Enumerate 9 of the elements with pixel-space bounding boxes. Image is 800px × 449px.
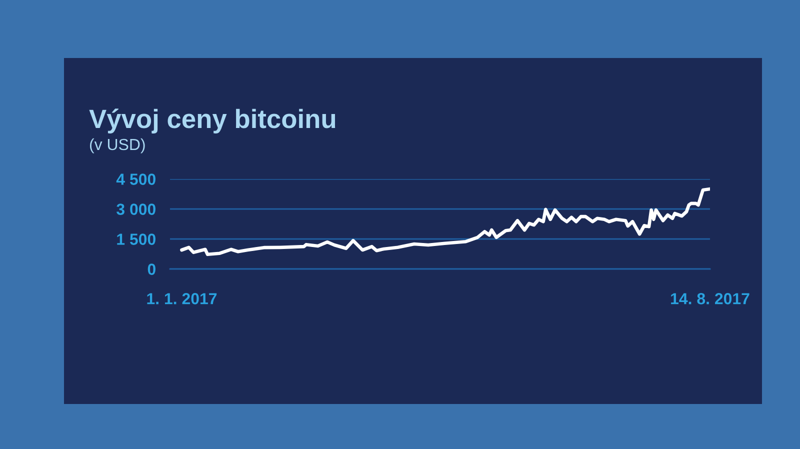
y-tick-label: 4 500 [116,174,156,185]
chart-title: Vývoj ceny bitcoinu [89,108,336,134]
line-series [180,187,710,256]
chart-subtitle: (v USD) [90,138,145,154]
y-tick-label: 0 [148,264,156,275]
x-tick-label: 14. 8. 2017 [671,293,750,304]
y-tick-label: 1 500 [117,234,156,245]
y-tick-label: 3 000 [116,204,156,215]
x-tick-label: 1. 1. 2017 [147,293,217,304]
